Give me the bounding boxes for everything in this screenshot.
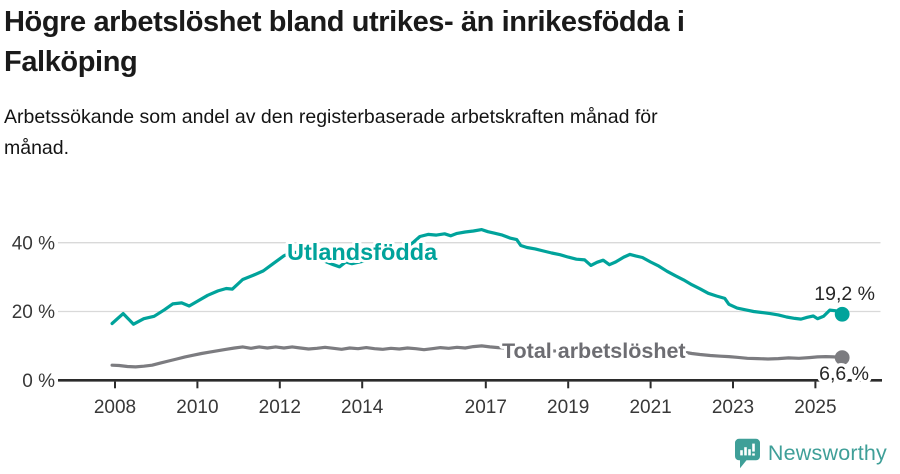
series-end-dot-1 xyxy=(834,350,850,365)
series-label-0: Utlandsfödda xyxy=(287,239,438,265)
x-axis-tick-label: 2025 xyxy=(794,397,836,418)
series-line-0 xyxy=(110,228,844,326)
series-label-1: Total arbetslöshet xyxy=(502,339,686,363)
chart-title: Högre arbetslöshet bland utrikes- än inr… xyxy=(4,6,685,79)
newsworthy-pin-barchart-icon xyxy=(734,438,760,469)
x-axis-tick-label: 2012 xyxy=(259,397,301,418)
y-axis-tick-label: 0 % xyxy=(22,371,55,392)
series-line-1 xyxy=(110,344,844,369)
x-axis-tick-label: 2010 xyxy=(176,397,218,418)
x-axis-tick-label: 2019 xyxy=(547,397,589,418)
brand-name: Newsworthy xyxy=(767,441,887,465)
series-end-value-label-0: 19,2 % xyxy=(814,283,875,305)
x-axis-tick-label: 2023 xyxy=(712,397,754,418)
x-axis-tick-label: 2017 xyxy=(465,397,507,418)
y-axis-tick-label: 20 % xyxy=(12,302,55,323)
series-end-dot-0 xyxy=(834,306,850,322)
x-axis-tick-label: 2008 xyxy=(94,397,136,418)
x-axis-tick-label: 2014 xyxy=(341,397,384,418)
x-axis-tick-label: 2021 xyxy=(629,397,671,418)
series-end-value-label-1: 6,6 % xyxy=(819,363,869,385)
brand-footer: Newsworthy xyxy=(734,437,887,470)
y-axis-tick-label: 40 % xyxy=(12,233,55,254)
chart-subtitle: Arbetssökande som andel av den registerb… xyxy=(4,106,658,159)
chart-header: Högre arbetslöshet bland utrikes- än inr… xyxy=(4,2,864,164)
